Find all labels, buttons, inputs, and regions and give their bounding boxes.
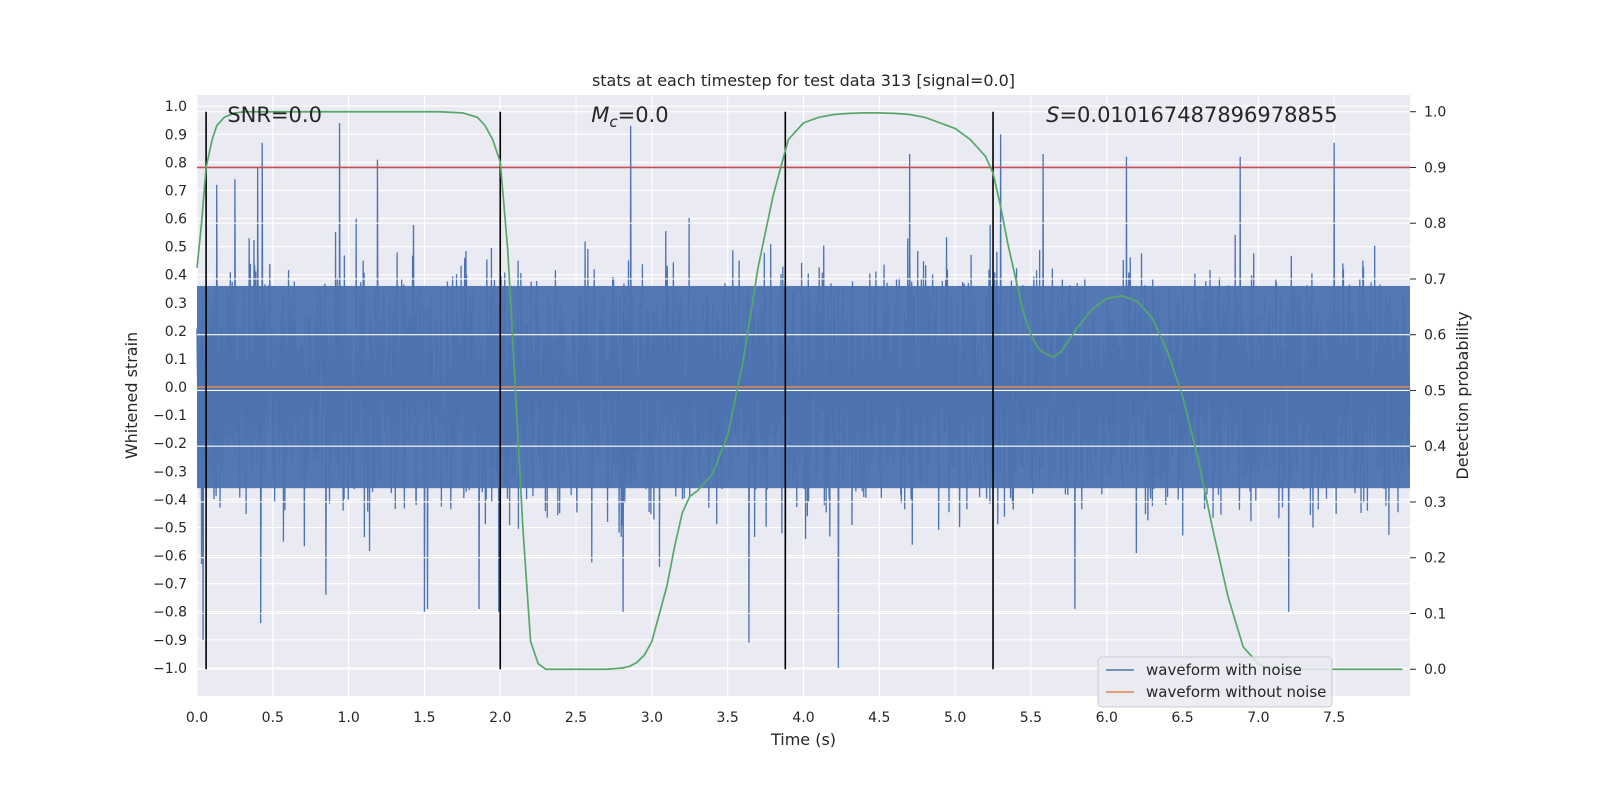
y-tick-label-left: 0.8 [165, 155, 187, 171]
y-tick-label-left: 0.9 [165, 127, 187, 143]
x-tick-label: 4.5 [868, 710, 890, 726]
y-tick-label-left: −0.6 [153, 549, 187, 565]
legend-label: waveform without noise [1146, 683, 1326, 701]
y-tick-label-right: 0.0 [1424, 662, 1446, 678]
x-tick-label: 6.5 [1171, 710, 1193, 726]
legend: waveform with noise waveform without nois… [1097, 656, 1333, 708]
vertical-markers [205, 111, 994, 670]
x-tick-label: 2.0 [489, 710, 511, 726]
y-tick-label-left: −0.2 [153, 436, 187, 452]
x-tick-label: 2.5 [565, 710, 587, 726]
x-tick-label: 0.5 [262, 710, 284, 726]
y-axis-label-left: Whitened strain [122, 332, 141, 459]
annotation-2: Mc=0.0 [591, 103, 668, 131]
x-tick-label: 0.0 [186, 710, 208, 726]
legend-box [1097, 656, 1333, 708]
y-axis-label-right: Detection probability [1453, 311, 1472, 479]
y-tick-label-left: 0.0 [165, 380, 187, 396]
annotations: SNR=0.0 Mc=0.0 S=0.010167487896978855 [227, 103, 1337, 131]
y-tick-label-right: 0.7 [1424, 272, 1446, 288]
x-tick-label: 1.5 [413, 710, 435, 726]
x-axis-label: Time (s) [770, 730, 836, 749]
y-tick-label-right: 0.9 [1424, 160, 1446, 176]
y-tick-label-right: 0.5 [1424, 383, 1446, 399]
y-tick-label-right: 1.0 [1424, 105, 1446, 121]
y-tick-label-left: −0.1 [153, 408, 187, 424]
chart-title: stats at each timestep for test data 313… [592, 71, 1015, 90]
y-tick-label-left: 1.0 [165, 99, 187, 115]
axes: 1.0 0.9 0.8 0.7 0.6 0.5 0.4 0.3 0.2 0.1 0.0 −0.1 −0.… [153, 99, 1446, 726]
x-tick-label: 5.5 [1020, 710, 1042, 726]
y-tick-label-right: 0.2 [1424, 551, 1446, 567]
annotation-3: S=0.010167487896978855 [1046, 103, 1337, 127]
y-tick-label-left: −0.9 [153, 633, 187, 649]
y-tick-label-right: 0.1 [1424, 606, 1446, 622]
probability-line [196, 110, 1403, 671]
annotation-1: SNR=0.0 [227, 103, 322, 127]
noise-line [196, 123, 1411, 668]
y-tick-label-left: −0.7 [153, 577, 187, 593]
y-tick-label-right: 0.3 [1424, 495, 1446, 511]
y-tick-label-left: −1.0 [153, 661, 187, 677]
y-tick-label-left: 0.1 [165, 352, 187, 368]
x-tick-label: 1.0 [337, 710, 359, 726]
legend-label: waveform with noise [1146, 661, 1302, 679]
x-tick-label: 3.0 [641, 710, 663, 726]
y-tick-label-left: 0.4 [165, 268, 187, 284]
x-tick-label: 3.5 [717, 710, 739, 726]
y-tick-label-right: 0.6 [1424, 328, 1446, 344]
y-tick-label-right: 0.8 [1424, 216, 1446, 232]
y-tick-label-left: −0.5 [153, 520, 187, 536]
series-detection-probability [196, 110, 1403, 671]
x-tick-label: 7.0 [1247, 710, 1269, 726]
y-tick-label-left: 0.2 [165, 324, 187, 340]
y-tick-label-left: 0.3 [165, 296, 187, 312]
x-tick-label: 7.5 [1323, 710, 1345, 726]
y-tick-label-left: 0.6 [165, 212, 187, 228]
x-tick-label: 5.0 [944, 710, 966, 726]
y-tick-label-left: −0.4 [153, 492, 187, 508]
y-tick-label-left: 0.7 [165, 183, 187, 199]
x-tick-label: 4.0 [792, 710, 814, 726]
x-tick-label: 6.0 [1096, 710, 1118, 726]
y-tick-label-left: −0.3 [153, 464, 187, 480]
y-tick-label-left: 0.5 [165, 240, 187, 256]
y-tick-label-left: −0.8 [153, 605, 187, 621]
y-tick-label-right: 0.4 [1424, 439, 1446, 455]
